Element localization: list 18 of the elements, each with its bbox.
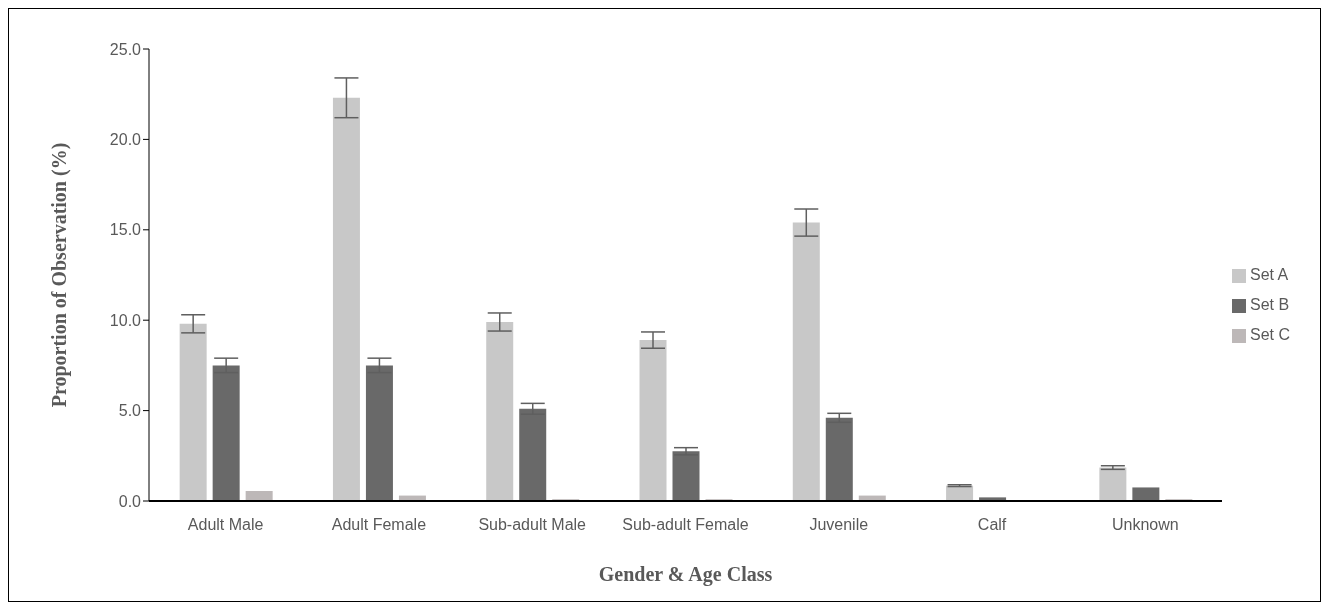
y-tick-label: 15.0 xyxy=(109,221,142,239)
y-tick-label: 5.0 xyxy=(118,402,142,420)
y-tick-label: 0.0 xyxy=(118,492,142,510)
y-axis-title: Proportion of Observation (%) xyxy=(48,142,72,408)
y-tick-label: 10.0 xyxy=(109,311,142,329)
x-tick-label: Calf xyxy=(977,516,1007,534)
x-tick-label: Sub-adult Male xyxy=(478,516,587,534)
x-tick-label: Adult Male xyxy=(187,516,264,534)
x-axis-title: Gender & Age Class xyxy=(598,563,773,586)
legend-label: Set A xyxy=(1249,266,1289,283)
legend-label: Set C xyxy=(1249,326,1290,343)
x-tick-label: Unknown xyxy=(1111,516,1179,534)
y-tick-label: 25.0 xyxy=(109,40,142,58)
y-tick-label: 20.0 xyxy=(109,131,142,149)
x-tick-label: Sub-adult Female xyxy=(622,516,749,534)
legend-label: Set B xyxy=(1249,296,1290,313)
x-tick-label: Adult Female xyxy=(331,516,427,534)
x-tick-label: Juvenile xyxy=(809,516,869,534)
